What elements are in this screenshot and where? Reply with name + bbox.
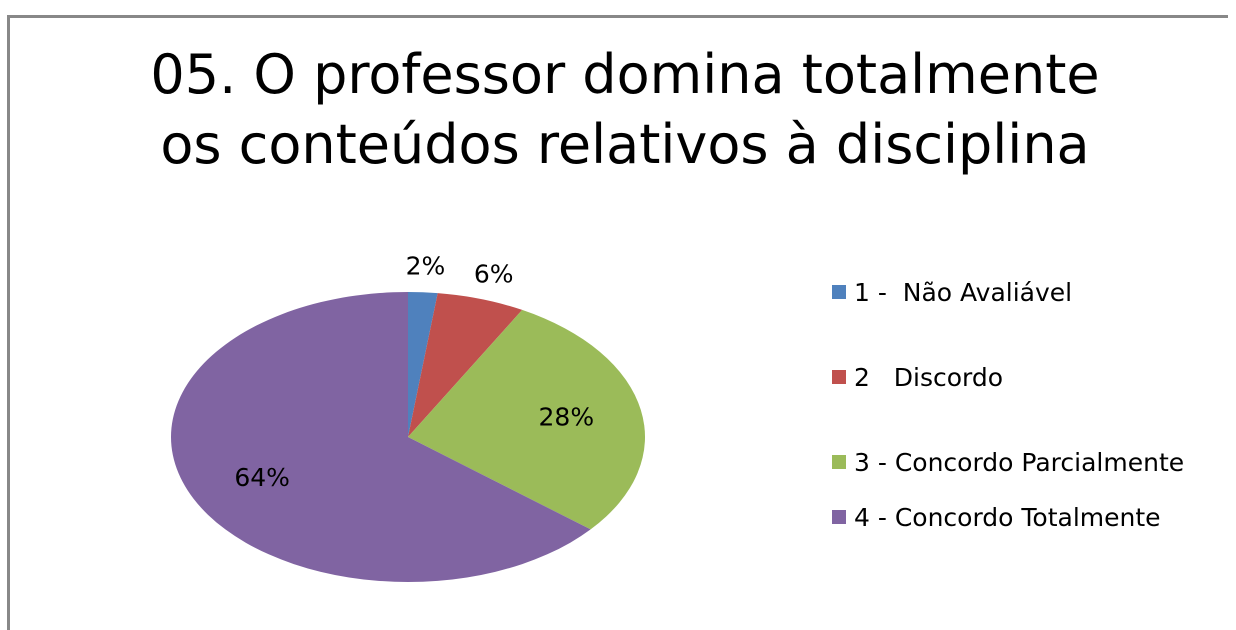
- pie-slice: [170, 292, 591, 582]
- legend-entry: 1 - Não Avaliável: [832, 276, 1194, 309]
- data-label: 64%: [234, 463, 290, 492]
- pie-slice: [408, 292, 438, 437]
- legend-label: 1 - Não Avaliável: [854, 278, 1073, 307]
- frame: [7, 15, 1228, 630]
- legend-swatch: [832, 370, 846, 384]
- legend-label: 4 - Concordo Totalmente: [854, 503, 1161, 532]
- pie-slice: [408, 309, 645, 530]
- legend-swatch: [832, 285, 846, 299]
- data-label: 6%: [474, 260, 514, 289]
- chart-title: 05. O professor domina totalmente os con…: [150, 43, 1100, 176]
- legend-entry: 2 Discordo: [832, 361, 1194, 394]
- legend: 1 - Não Avaliável 2 Discordo 3 - Concordo …: [832, 276, 1212, 534]
- legend-entry: 4 - Concordo Totalmente: [832, 501, 1194, 534]
- data-label: 28%: [539, 403, 595, 432]
- data-label: 2%: [406, 252, 446, 281]
- legend-entry: 3 - Concordo Parcialmente: [832, 446, 1194, 479]
- legend-label: 3 - Concordo Parcialmente: [854, 448, 1185, 477]
- pie-slice: [408, 293, 523, 437]
- legend-swatch: [832, 455, 846, 469]
- legend-label: 2 Discordo: [854, 363, 1004, 392]
- legend-swatch: [832, 510, 846, 524]
